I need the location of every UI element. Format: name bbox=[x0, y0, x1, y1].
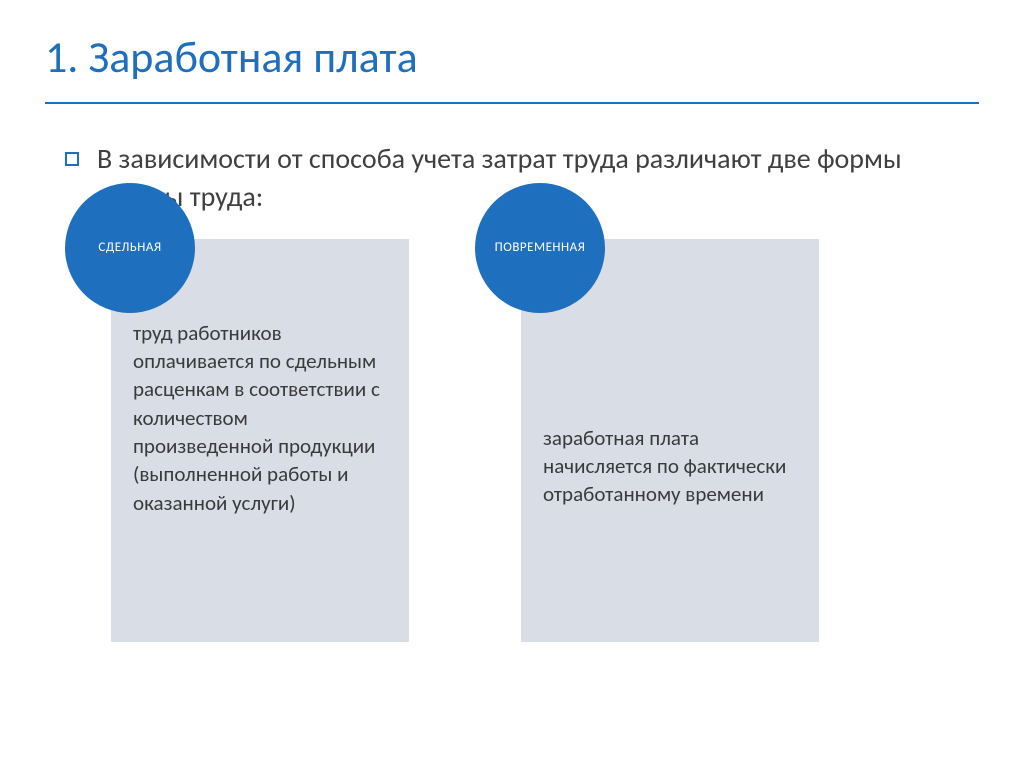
slide: 1. Заработная плата В зависимости от спо… bbox=[0, 0, 1024, 767]
card-text: труд работников оплачивается по сдельным… bbox=[133, 319, 389, 517]
badge-timebased: ПОВРЕМЕННАЯ bbox=[475, 183, 605, 313]
card-piecework: СДЕЛЬНАЯ труд работников оплачивается по… bbox=[110, 238, 410, 643]
slide-title: 1. Заработная плата bbox=[45, 30, 979, 104]
card-text: заработная плата начисляется по фактичес… bbox=[543, 424, 799, 509]
badge-piecework: СДЕЛЬНАЯ bbox=[65, 183, 195, 313]
cards-row: СДЕЛЬНАЯ труд работников оплачивается по… bbox=[45, 238, 979, 643]
bullet-icon bbox=[65, 152, 79, 166]
card-timebased: ПОВРЕМЕННАЯ заработная плата начисляется… bbox=[520, 238, 820, 643]
